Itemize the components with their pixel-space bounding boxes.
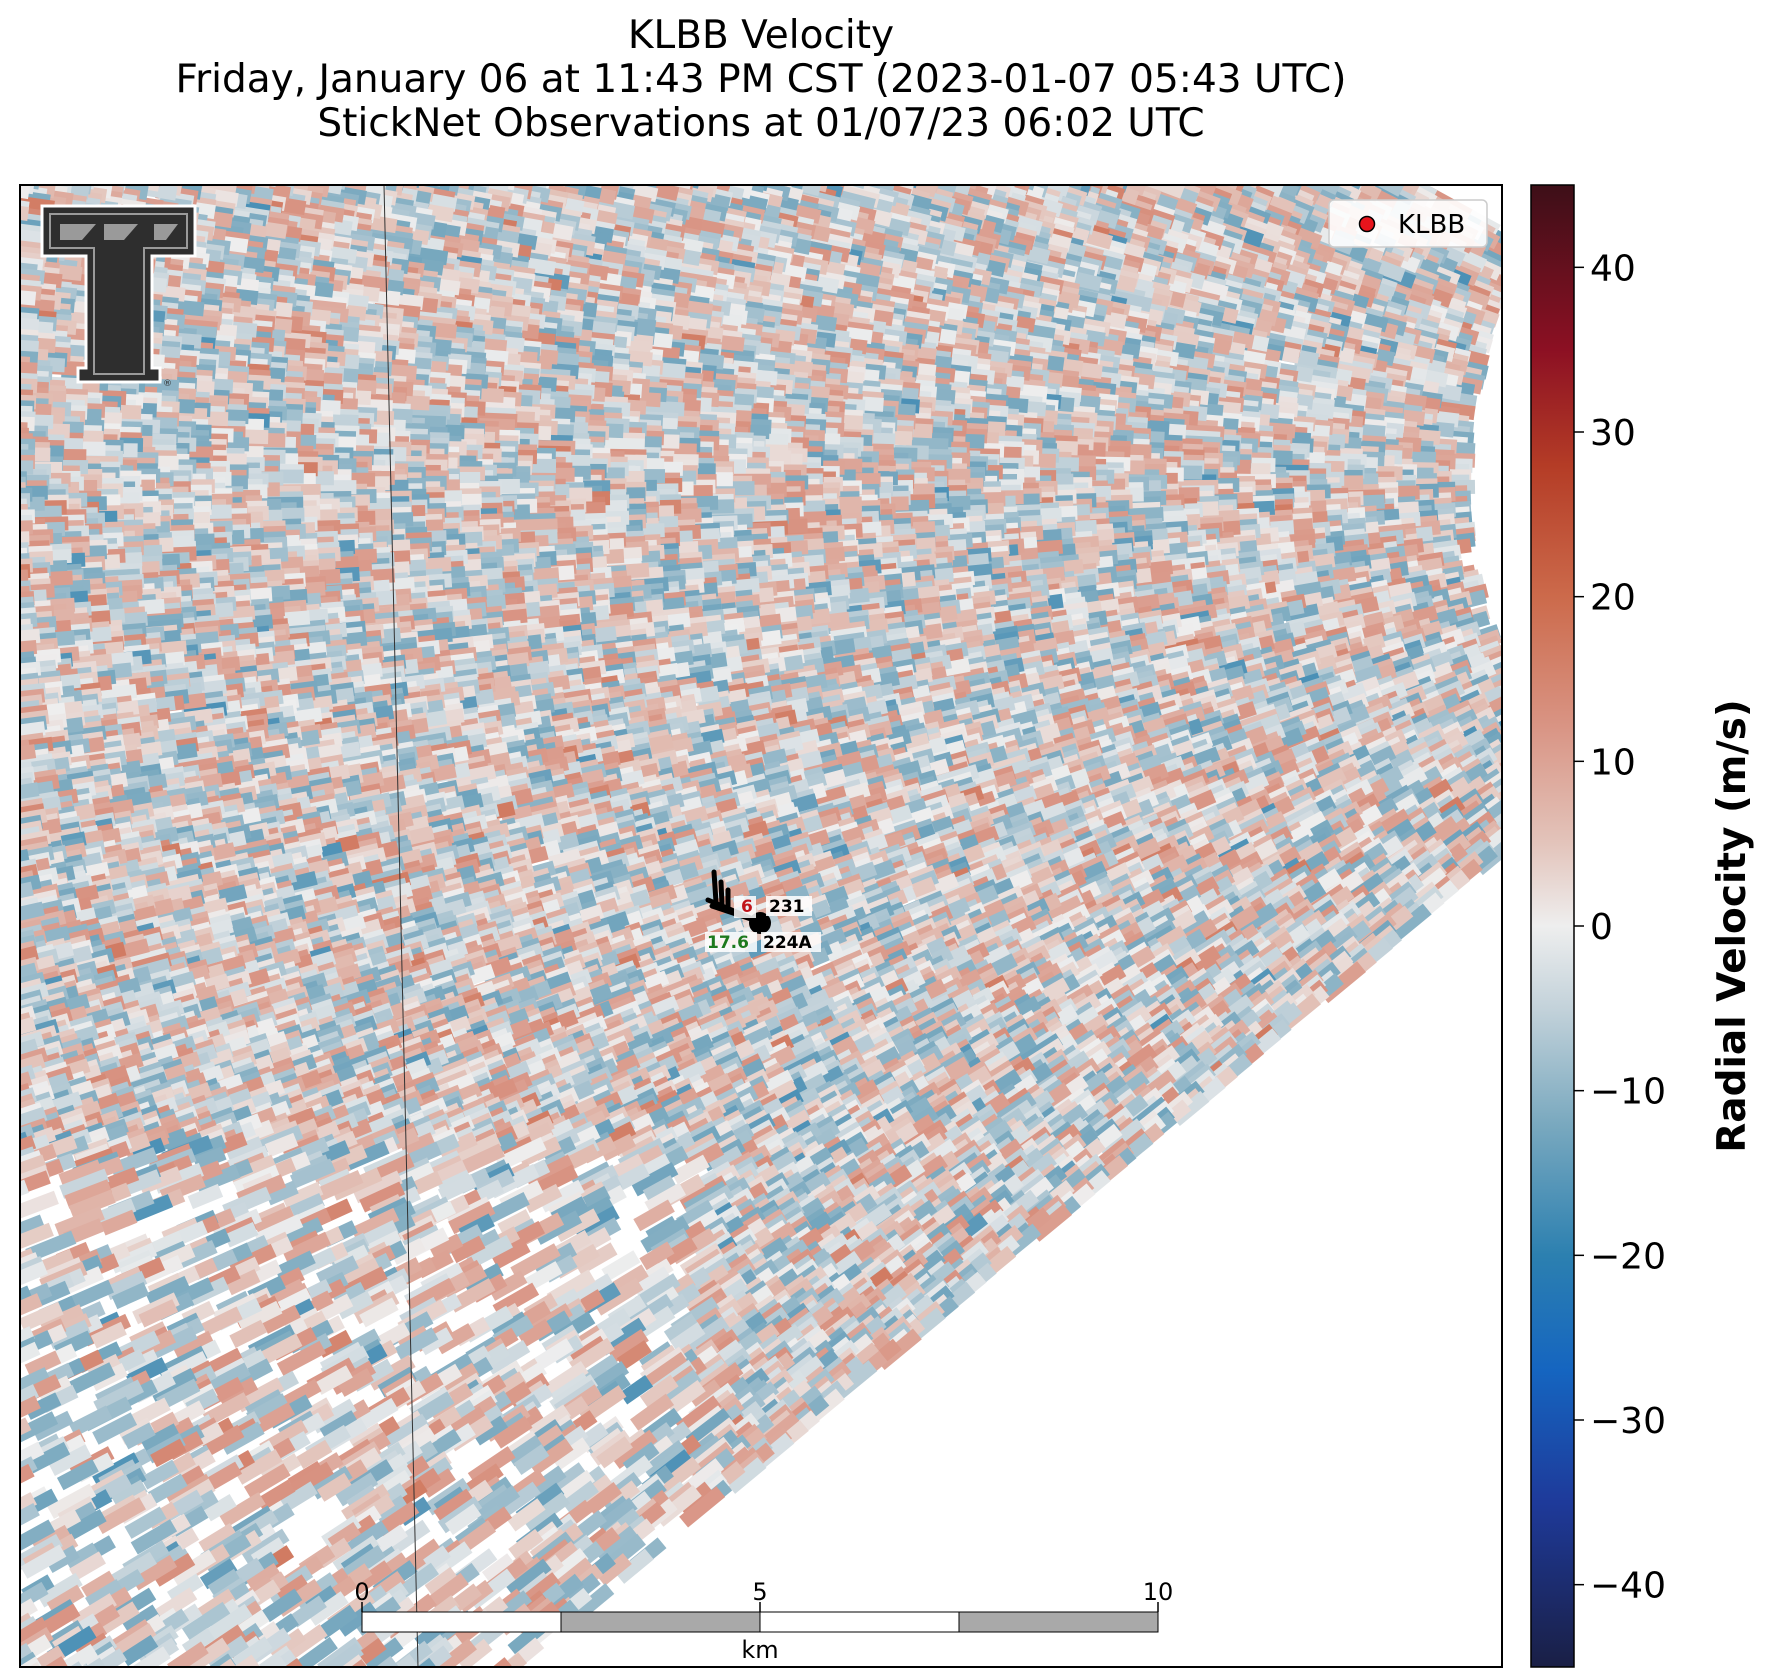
map-figure: ® KLBB 6 231 17.6 224A 0 5 bbox=[0, 0, 1773, 1680]
